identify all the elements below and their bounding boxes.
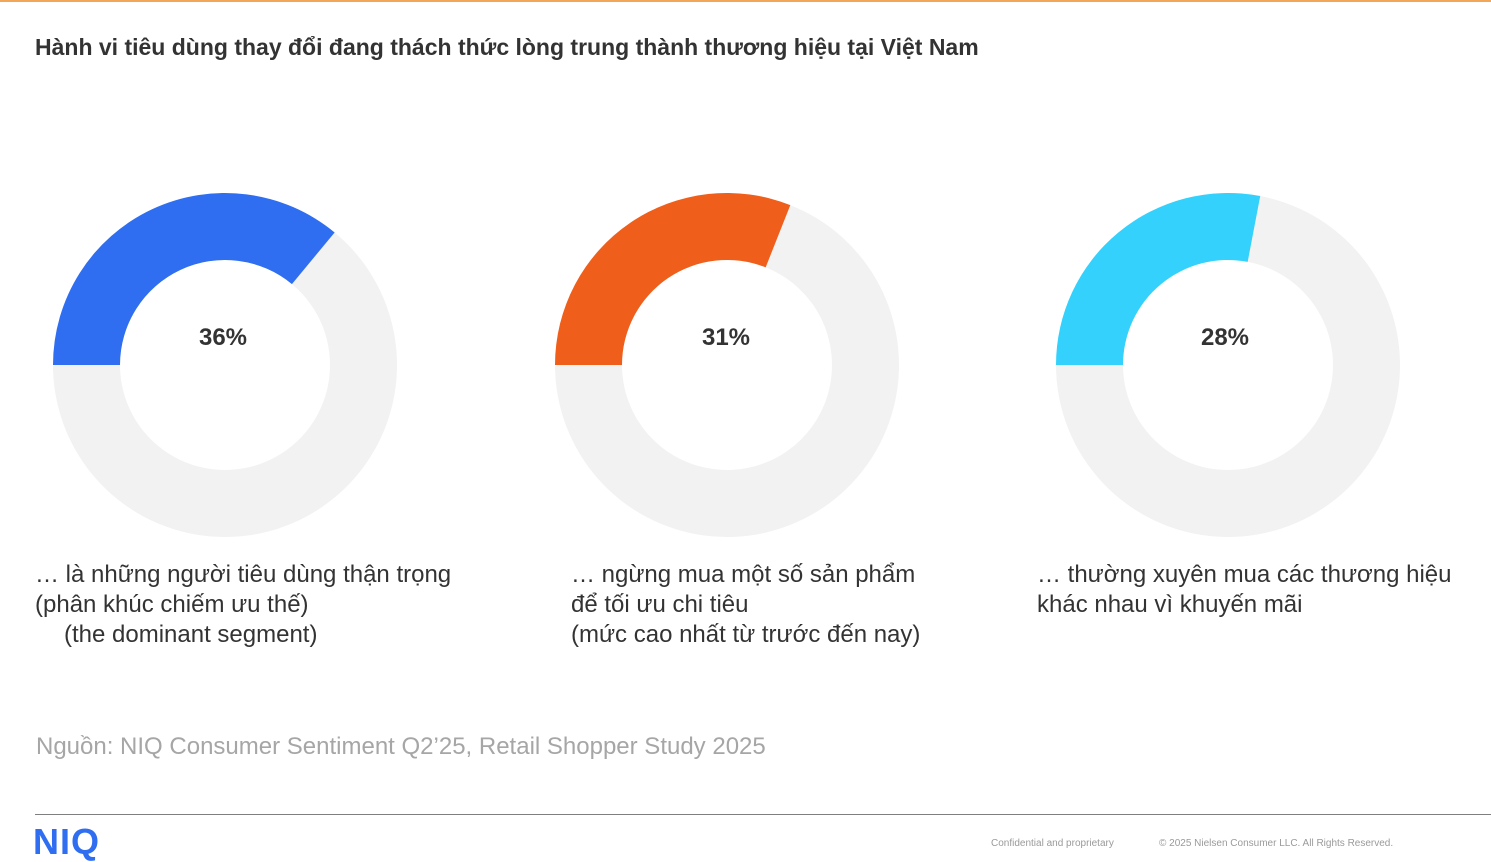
- caption-2-line-3: (mức cao nhất từ trước đến nay): [571, 621, 921, 648]
- top-rule: [0, 0, 1491, 2]
- donut-chart-3: 28%: [1056, 192, 1400, 537]
- source-note: Nguồn: NIQ Consumer Sentiment Q2’25, Ret…: [36, 733, 766, 760]
- caption-3-line-1: … thường xuyên mua các thương hiệu: [1037, 561, 1452, 588]
- donut-label-3: 28%: [1201, 324, 1249, 351]
- caption-2: … ngừng mua một số sản phẩm để tối ưu ch…: [571, 560, 920, 650]
- caption-1: … là những người tiêu dùng thận trọng (p…: [35, 560, 451, 650]
- caption-1-line-3: (the dominant segment): [64, 621, 318, 648]
- caption-1-line-2: (phân khúc chiếm ưu thế): [35, 591, 309, 618]
- niq-logo: NIQ: [33, 821, 101, 862]
- caption-2-line-2: để tối ưu chi tiêu: [571, 591, 749, 618]
- copyright-note: © 2025 Nielsen Consumer LLC. All Rights …: [1159, 838, 1394, 849]
- donut-track-2: [555, 205, 899, 538]
- donut-chart-2: 31%: [555, 193, 899, 538]
- donut-label-1: 36%: [199, 324, 247, 351]
- caption-2-line-1: … ngừng mua một số sản phẩm: [571, 561, 916, 588]
- donut-track-3: [1056, 196, 1400, 537]
- confidential-note: Confidential and proprietary: [991, 838, 1114, 849]
- footer-divider: [35, 814, 1491, 815]
- donut-chart-1: 36%: [53, 193, 398, 537]
- donut-label-2: 31%: [702, 324, 750, 351]
- donut-segment-1: [53, 193, 335, 365]
- donut-segment-3: [1056, 192, 1261, 365]
- caption-3: … thường xuyên mua các thương hiệu khác …: [1037, 560, 1452, 620]
- chart-title: Hành vi tiêu dùng thay đổi đang thách th…: [35, 34, 979, 60]
- donut-track-1: [53, 232, 398, 537]
- caption-1-line-1: … là những người tiêu dùng thận trọng: [35, 561, 452, 588]
- caption-3-line-2: khác nhau vì khuyến mãi: [1037, 591, 1303, 618]
- donut-segment-2: [555, 193, 791, 365]
